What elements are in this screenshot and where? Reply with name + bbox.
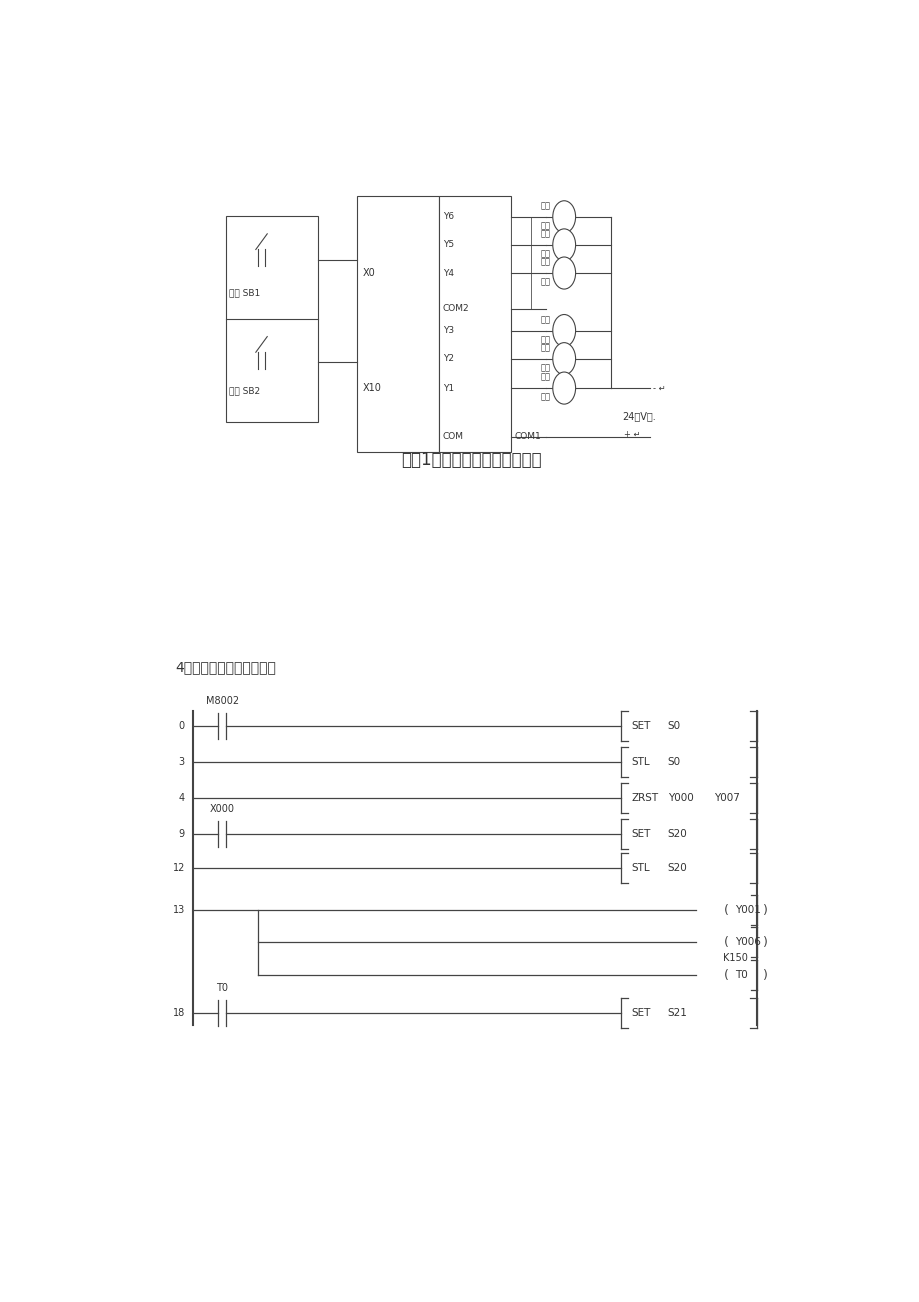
Text: Y4: Y4	[443, 268, 453, 277]
Text: S20: S20	[667, 829, 686, 838]
Text: 停止 SB2: 停止 SB2	[229, 387, 260, 396]
Text: 红灯: 红灯	[540, 335, 550, 344]
Bar	[225, 216, 318, 422]
Text: SET: SET	[630, 721, 650, 730]
Circle shape	[552, 201, 575, 233]
Text: 9: 9	[178, 829, 185, 838]
Text: Y1: Y1	[443, 384, 454, 393]
Text: S0: S0	[667, 721, 680, 730]
Text: X000: X000	[210, 803, 234, 814]
Circle shape	[552, 372, 575, 404]
Text: ): )	[762, 969, 766, 982]
Text: COM: COM	[443, 432, 463, 441]
Text: S21: S21	[667, 1009, 686, 1018]
Circle shape	[552, 229, 575, 260]
Text: T0: T0	[216, 983, 228, 993]
Text: Y001: Y001	[734, 905, 760, 915]
Text: ): )	[762, 936, 766, 949]
Text: Y007: Y007	[713, 793, 739, 803]
Text: Y2: Y2	[443, 354, 453, 363]
Text: 12: 12	[172, 863, 185, 874]
Circle shape	[552, 256, 575, 289]
Circle shape	[552, 342, 575, 375]
Text: 3: 3	[178, 756, 185, 767]
Text: COM1: COM1	[514, 432, 540, 441]
Text: 4: 4	[178, 793, 185, 803]
Text: SET: SET	[630, 1009, 650, 1018]
Bar	[439, 197, 510, 452]
Text: ): )	[762, 904, 766, 917]
Text: COM2: COM2	[443, 305, 469, 314]
Text: (: (	[723, 969, 729, 982]
Text: 绿灯: 绿灯	[540, 277, 550, 286]
Text: 东西: 东西	[540, 344, 550, 352]
Text: SET: SET	[630, 829, 650, 838]
Text: ZRST: ZRST	[630, 793, 658, 803]
Text: 红灯: 红灯	[540, 221, 550, 230]
Text: 24（V）.: 24（V）.	[621, 411, 655, 422]
Text: 黄灯: 黄灯	[540, 363, 550, 372]
Text: 南北: 南北	[540, 258, 550, 267]
Text: 东西: 东西	[540, 372, 550, 381]
Text: 绿灯: 绿灯	[540, 393, 550, 401]
Text: 黄灯: 黄灯	[540, 250, 550, 258]
Text: 图（1）交通灯控制硬件接线图: 图（1）交通灯控制硬件接线图	[401, 450, 541, 469]
Text: Y5: Y5	[443, 241, 454, 250]
Text: 4、交通灯控制程序梯形图: 4、交通灯控制程序梯形图	[176, 660, 277, 674]
Text: (: (	[723, 904, 729, 917]
Text: Y6: Y6	[443, 212, 454, 221]
Text: Y006: Y006	[734, 937, 760, 948]
Bar	[357, 197, 439, 452]
Text: 启动 SB1: 启动 SB1	[229, 288, 260, 297]
Text: (: (	[723, 936, 729, 949]
Text: 0: 0	[178, 721, 185, 730]
Bar	[510, 217, 530, 309]
Text: 18: 18	[173, 1009, 185, 1018]
Text: Y3: Y3	[443, 326, 454, 335]
Text: STL: STL	[630, 863, 649, 874]
Text: Y000: Y000	[667, 793, 693, 803]
Text: 南北: 南北	[540, 202, 550, 210]
Text: 13: 13	[173, 905, 185, 915]
Text: T0: T0	[734, 970, 747, 980]
Circle shape	[552, 315, 575, 346]
Text: STL: STL	[630, 756, 649, 767]
Text: X0: X0	[363, 268, 376, 279]
Text: 南北: 南北	[540, 229, 550, 238]
Text: - ↵: - ↵	[652, 384, 664, 393]
Text: S20: S20	[667, 863, 686, 874]
Text: S0: S0	[667, 756, 680, 767]
Text: M8002: M8002	[206, 695, 239, 706]
Text: X10: X10	[363, 383, 381, 393]
Text: 东西: 东西	[540, 315, 550, 324]
Text: K150: K150	[722, 953, 747, 963]
Text: + ↵: + ↵	[623, 430, 640, 439]
